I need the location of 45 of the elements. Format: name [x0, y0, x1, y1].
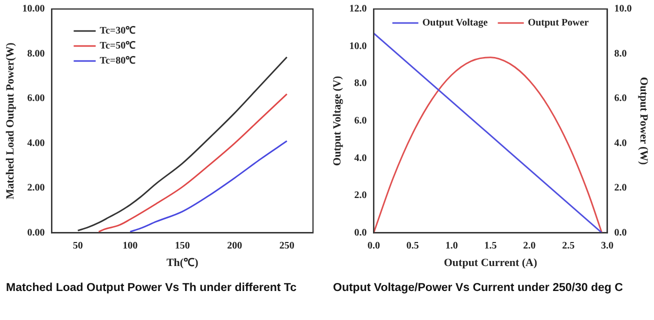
y-tick-label: 6.00 — [27, 93, 45, 104]
y2-tick-label: 8.0 — [614, 48, 627, 60]
x-tick-label: 200 — [227, 240, 242, 252]
line-series — [129, 140, 288, 232]
y-tick-label: 10.0 — [349, 40, 367, 52]
x-tick-label: 100 — [122, 240, 138, 252]
y2-axis-title: Output Power (W) — [638, 77, 650, 166]
legend-label: Output Power — [528, 18, 590, 29]
y-tick-label: 8.0 — [354, 78, 367, 90]
legend-label: Tc=50℃ — [100, 40, 136, 52]
y2-tick-label: 6.0 — [614, 93, 627, 104]
line-series — [98, 93, 288, 232]
text: Matched Load Output Power Vs Th under different Tc — [5, 282, 298, 294]
legend-label: Tc=30℃ — [100, 26, 136, 37]
y-axis-title: Output Voltage (V) — [331, 76, 344, 166]
x-tick-label: 50 — [72, 240, 83, 252]
x-tick-label: 1.5 — [484, 240, 497, 252]
x-tick-label: 150 — [174, 240, 190, 252]
legend-label: Tc=80℃ — [100, 56, 136, 67]
y-axis-title: Matched Load Output Power(W) — [4, 42, 16, 200]
x-tick-label: 1.0 — [445, 240, 458, 252]
y2-tick-label: 10.0 — [614, 4, 632, 15]
y-tick-label: 0.00 — [27, 227, 45, 238]
y-tick-label: 6.0 — [354, 115, 367, 126]
x-tick-label: 250 — [279, 240, 294, 252]
y2-tick-label: 4.0 — [614, 138, 627, 149]
x-axis-title: Output Current (A) — [444, 257, 538, 270]
x-tick-label: 0.5 — [406, 240, 419, 252]
y-tick-label: 4.0 — [354, 152, 367, 164]
x-tick-label: 0.0 — [367, 240, 380, 252]
y2-tick-label: 2.0 — [614, 182, 627, 194]
x-tick-label: 2.5 — [562, 240, 575, 252]
x-axis-title: Th(℃) — [166, 257, 199, 270]
y2-tick-label: 0.0 — [614, 227, 627, 238]
y-tick-label: 4.00 — [27, 138, 45, 149]
y-tick-label: 8.00 — [27, 48, 45, 60]
text: Output Voltage/Power Vs Current under 250/30 deg C — [332, 282, 624, 294]
y-tick-label: 12.0 — [349, 4, 367, 15]
y-tick-label: 2.0 — [354, 190, 367, 202]
y-tick-label: 10.00 — [22, 4, 45, 15]
x-tick-label: 3.0 — [601, 240, 614, 252]
y-tick-label: 2.00 — [27, 182, 45, 194]
y-tick-label: 0.0 — [354, 227, 367, 238]
legend-label: Output Voltage — [422, 18, 488, 29]
x-tick-label: 2.0 — [523, 240, 536, 252]
